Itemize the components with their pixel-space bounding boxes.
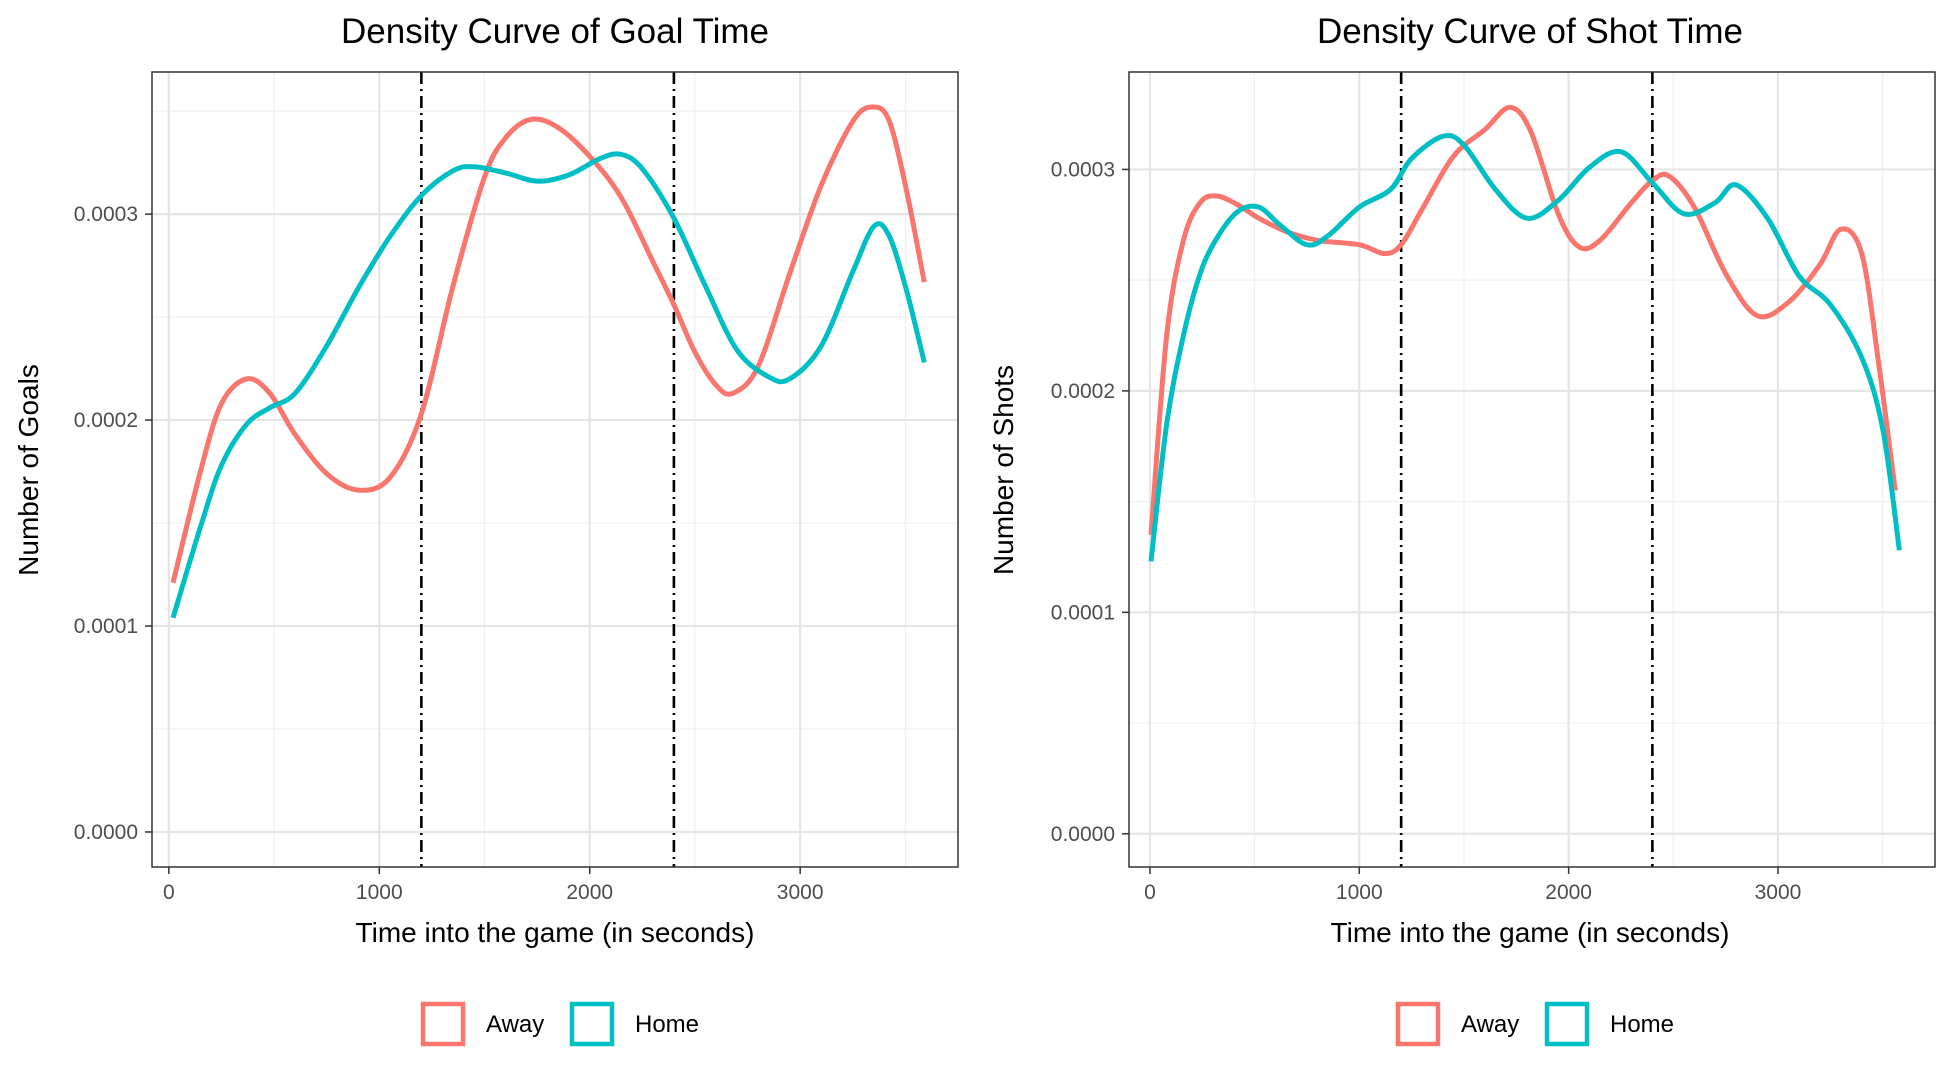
x-tick-label: 1000: [356, 881, 403, 904]
y-tick-label: 0.0001: [74, 615, 138, 638]
x-tick-label: 2000: [566, 881, 613, 904]
legend-key-away: [420, 1001, 466, 1047]
goal-chart-panel-border: [151, 71, 959, 868]
shot-time-panel: Density Curve of Shot Time 0 1000 2000 3000…: [988, 12, 1936, 1047]
shot-chart-panel-border: [1128, 71, 1936, 868]
goal-chart-grid: [152, 72, 958, 867]
shot-chart-axes: 0 1000 2000 3000 0.0000 0.0001 0.0002 0.0003: [1051, 158, 1802, 904]
x-tick-label: 3000: [777, 881, 824, 904]
y-tick-label: 0.0000: [1051, 823, 1115, 846]
series-line-home: [170, 151, 927, 619]
y-tick-label: 0.0003: [1051, 158, 1115, 181]
legend-key-home: [1544, 1001, 1590, 1047]
x-tick-label: 0: [1144, 881, 1156, 904]
goal-chart-legend: Away Home: [420, 1001, 699, 1047]
shot-chart-x-axis-title: Time into the game (in seconds): [1331, 917, 1730, 948]
x-tick-label: 2000: [1545, 881, 1592, 904]
y-tick-label: 0.0001: [1051, 601, 1115, 624]
legend-key-home: [569, 1001, 615, 1047]
goal-chart-y-axis-title: Number of Goals: [13, 364, 44, 576]
shot-chart-title: Density Curve of Shot Time: [1317, 12, 1743, 51]
legend-label-away: Away: [1461, 1011, 1519, 1038]
x-tick-label: 0: [163, 881, 175, 904]
legend-label-home: Home: [635, 1011, 699, 1038]
shot-chart-legend: Away Home: [1395, 1001, 1674, 1047]
shot-chart-y-axis-title: Number of Shots: [988, 365, 1019, 575]
y-tick-label: 0.0002: [74, 409, 138, 432]
goal-chart-series: [170, 104, 927, 619]
legend-label-home: Home: [1610, 1011, 1674, 1038]
legend-key-away: [1395, 1001, 1441, 1047]
y-tick-label: 0.0000: [74, 821, 138, 844]
series-line-away: [170, 104, 927, 584]
goal-time-panel: Density Curve of Goal Time 0 1000 2000 3000…: [13, 12, 959, 1047]
x-tick-label: 1000: [1336, 881, 1383, 904]
x-tick-label: 3000: [1755, 881, 1802, 904]
y-tick-label: 0.0003: [74, 203, 138, 226]
legend-label-away: Away: [486, 1011, 544, 1038]
goal-chart-x-axis-title: Time into the game (in seconds): [356, 917, 755, 948]
series-line-home: [1148, 132, 1902, 562]
goal-chart-axes: 0 1000 2000 3000 0.0000 0.0001 0.0002 0.0003: [74, 203, 824, 904]
series-line-away: [1148, 104, 1898, 536]
shot-chart-series: [1148, 104, 1902, 562]
goal-chart-title: Density Curve of Goal Time: [341, 12, 769, 51]
y-tick-label: 0.0002: [1051, 380, 1115, 403]
